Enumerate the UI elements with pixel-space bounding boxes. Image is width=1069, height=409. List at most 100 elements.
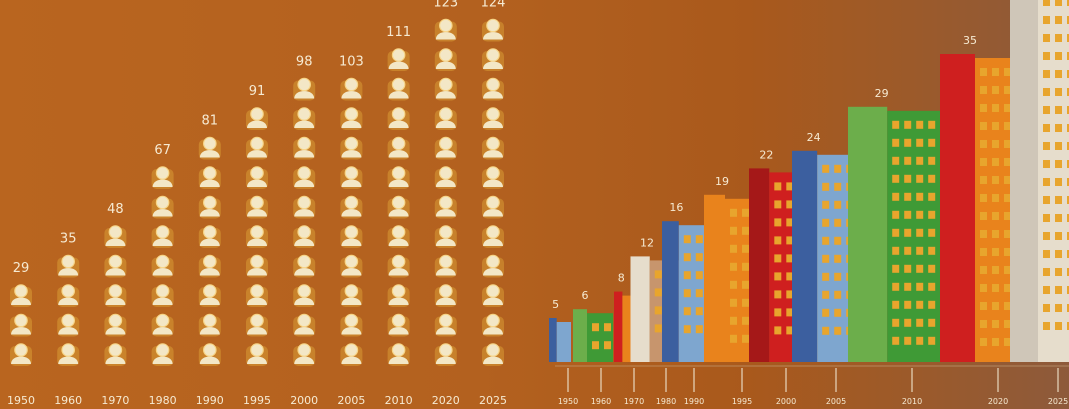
- person-head: [486, 48, 500, 62]
- window: [1004, 302, 1011, 310]
- person-body: [152, 209, 173, 217]
- window: [730, 244, 737, 253]
- person-icon: [387, 343, 410, 366]
- person-icon: [387, 254, 410, 278]
- person-icon: [434, 195, 457, 219]
- window: [892, 156, 900, 165]
- tick-label-1995: 1995: [243, 394, 271, 407]
- tick-label-1980: 1980: [656, 397, 676, 406]
- person-head: [61, 313, 75, 328]
- person-body: [388, 238, 409, 246]
- window: [1043, 70, 1050, 78]
- person-head: [203, 343, 217, 357]
- window: [992, 230, 999, 238]
- person-icon: [198, 343, 221, 366]
- person-icon: [434, 107, 457, 130]
- window: [992, 68, 999, 76]
- person-head: [108, 225, 123, 239]
- person-head: [250, 136, 264, 151]
- window: [786, 326, 794, 335]
- window: [980, 320, 987, 328]
- data-label-2000: 98: [296, 55, 313, 70]
- building-1950: [549, 318, 571, 362]
- window: [1067, 34, 1069, 42]
- window: [654, 270, 662, 279]
- window: [730, 262, 737, 271]
- person-body: [341, 120, 362, 128]
- person-head: [344, 313, 359, 328]
- person-body: [247, 268, 267, 276]
- window: [683, 235, 691, 244]
- person-body: [247, 179, 267, 187]
- person-body: [435, 297, 456, 305]
- window: [1043, 142, 1050, 150]
- window: [892, 174, 900, 183]
- window: [730, 280, 737, 289]
- window: [1067, 196, 1069, 204]
- data-label-1995: 19: [715, 175, 729, 188]
- window: [980, 302, 987, 310]
- person-head: [391, 284, 406, 298]
- person-icon: [57, 254, 80, 278]
- window: [892, 318, 900, 327]
- person-body: [152, 327, 173, 335]
- tick-label-2010: 2010: [902, 397, 922, 406]
- data-label-1950: 5: [552, 298, 559, 311]
- person-body: [199, 150, 220, 158]
- person-head: [250, 343, 264, 357]
- window: [592, 323, 599, 332]
- window: [1004, 212, 1011, 220]
- window: [892, 120, 900, 129]
- person-icon: [10, 313, 32, 337]
- person-head: [108, 343, 123, 357]
- window: [1004, 248, 1011, 256]
- tick-label-1970: 1970: [101, 394, 129, 407]
- window: [822, 164, 830, 173]
- window: [834, 308, 842, 317]
- window: [742, 262, 749, 271]
- person-body: [152, 179, 173, 187]
- person-icon: [104, 284, 127, 307]
- person-body: [341, 356, 362, 364]
- window: [774, 236, 782, 245]
- window: [904, 210, 912, 219]
- window: [1067, 70, 1069, 78]
- person-head: [14, 343, 28, 357]
- building-side: [848, 106, 888, 362]
- data-label-2000: 22: [759, 148, 773, 161]
- window: [1067, 322, 1069, 330]
- person-body: [483, 61, 503, 69]
- person-body: [388, 61, 409, 69]
- person-head: [108, 284, 123, 298]
- window: [1043, 268, 1050, 276]
- window: [742, 244, 749, 253]
- person-icon: [293, 313, 316, 337]
- person-body: [483, 327, 503, 335]
- window: [695, 325, 703, 334]
- person-head: [344, 77, 359, 92]
- person-head: [438, 136, 453, 151]
- person-head: [344, 284, 359, 298]
- window: [1055, 232, 1062, 240]
- person-body: [247, 120, 267, 128]
- person-body: [294, 327, 315, 335]
- person-head: [486, 195, 500, 210]
- person-head: [391, 343, 406, 357]
- person-body: [388, 356, 409, 364]
- person-body: [341, 268, 362, 276]
- tick-label-2010: 2010: [385, 394, 413, 407]
- person-head: [297, 136, 311, 151]
- person-head: [61, 343, 75, 357]
- window: [904, 300, 912, 309]
- window: [786, 254, 794, 263]
- person-icon: [482, 107, 504, 130]
- person-body: [199, 268, 220, 276]
- window: [916, 282, 924, 291]
- window: [834, 236, 842, 245]
- person-icon: [151, 284, 174, 307]
- person-body: [435, 238, 456, 246]
- person-head: [438, 313, 453, 328]
- person-body: [294, 120, 315, 128]
- person-head: [61, 284, 75, 298]
- window: [1067, 52, 1069, 60]
